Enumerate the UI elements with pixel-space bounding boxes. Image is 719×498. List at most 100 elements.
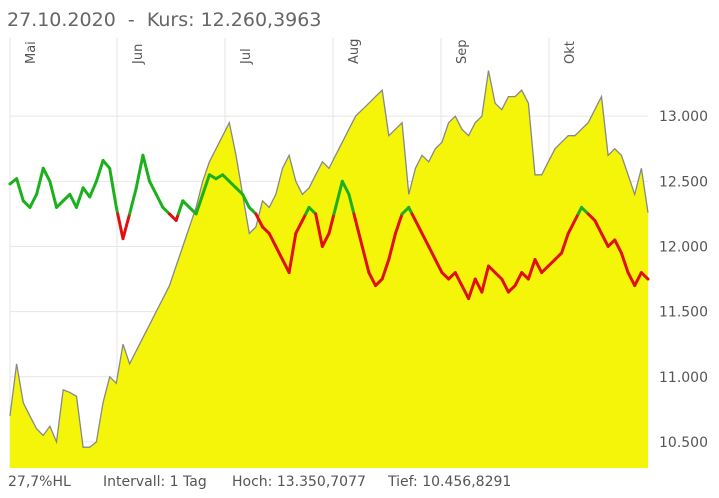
indicator-segment-down: [367, 271, 378, 288]
indicator-segment-up: [347, 192, 356, 216]
indicator-segment-down: [586, 212, 597, 222]
indicator-segment-down: [116, 212, 125, 241]
indicator-segment-up: [194, 192, 205, 216]
x-tick-label: Mai: [24, 41, 39, 64]
header-separator: -: [127, 9, 135, 31]
indicator-segment-down: [560, 231, 570, 255]
indicator-segment-up: [340, 179, 351, 196]
indicator-segment-up: [241, 192, 251, 209]
indicator-segment-down: [121, 212, 132, 241]
indicator-segment-up: [181, 199, 191, 209]
indicator-segment-down: [360, 244, 371, 275]
kurs-label: Kurs:: [146, 9, 195, 31]
indicator-segment-down: [354, 218, 364, 248]
indicator-segment-down: [393, 212, 404, 235]
indicator-segment-down: [599, 231, 610, 248]
y-tick-label: 11.000: [659, 370, 708, 386]
indicator-segment-down: [546, 258, 557, 268]
indicator-segment-up: [141, 153, 152, 183]
indicator-segment-up: [176, 199, 185, 216]
indicator-segment-down: [267, 231, 278, 248]
indicator-segment-up: [161, 205, 171, 216]
x-tick-label: Sep: [455, 39, 470, 64]
low-label: Tief: 10.456,8291: [388, 474, 512, 490]
indicator-segment-down: [287, 231, 298, 275]
indicator-segment-down: [261, 225, 271, 235]
indicator-segment-down: [639, 271, 650, 281]
indicator-segment-down: [513, 271, 524, 288]
indicator-segment-down: [254, 212, 265, 229]
indicator-segment-down: [633, 271, 643, 288]
indicator-segment-down: [274, 244, 284, 262]
x-axis: Mai Jun Jul Aug Sep Okt: [24, 39, 578, 65]
high-label: Hoch: 13.350,7077: [232, 474, 366, 490]
indicator-segment-down: [526, 258, 537, 281]
indicator-segment-down: [453, 271, 464, 288]
indicator-segment-up: [221, 173, 231, 183]
y-tick-label: 11.500: [659, 305, 708, 321]
indicator-segment-down: [493, 271, 504, 281]
indicator-segment-down: [613, 238, 623, 255]
y-tick-label: 10.500: [659, 435, 708, 451]
indicator-segment-down: [314, 212, 324, 248]
price-area: [10, 70, 648, 468]
indicator-segment-up: [74, 186, 85, 209]
indicator-segment-down: [540, 264, 550, 275]
date-label: 27.10.2020: [7, 9, 116, 31]
indicator-segment-down: [374, 277, 384, 288]
indicator-segment-up: [68, 192, 78, 209]
indicator-segment-down: [294, 218, 304, 235]
indicator-segment-down: [626, 271, 637, 288]
indicator-segment-down: [533, 258, 544, 275]
y-tick-label: 12.500: [659, 174, 708, 190]
indicator-segment-up: [94, 158, 105, 183]
x-tick-label: Okt: [563, 41, 578, 64]
x-tick-label: Jun: [131, 44, 146, 65]
indicator-segment-up: [227, 179, 238, 190]
indicator-segment-down: [460, 284, 471, 301]
indicator-label: 27,7%HL: [8, 474, 71, 490]
indicator-segment-up: [334, 179, 344, 209]
y-tick-label: 13.000: [659, 109, 708, 125]
indicator-segment-up: [128, 186, 138, 216]
indicator-segment-down: [440, 271, 451, 281]
indicator-segment-down: [487, 264, 497, 275]
x-tick-label: Jul: [239, 48, 254, 65]
indicator-segment-up: [108, 166, 118, 209]
indicator-segment-down: [467, 277, 477, 301]
indicator-segment-up: [201, 173, 211, 196]
indicator-segment-up: [28, 192, 39, 209]
indicator-segment-down: [413, 218, 424, 235]
indicator-segment-up: [55, 199, 65, 209]
indicator-segment-up: [101, 158, 112, 170]
indicator-segment-down: [320, 231, 331, 248]
kurs-value: 12.260,3963: [200, 9, 322, 31]
indicator-segment-down: [433, 258, 444, 275]
indicator-segment-up: [81, 186, 92, 199]
indicator-segment-up: [134, 153, 145, 190]
y-axis: 13.000 12.500 12.000 11.500 11.000 10.500: [659, 109, 708, 451]
indicator-segment-up: [307, 205, 318, 216]
indicator-segment-down: [480, 264, 490, 294]
indicator-segment-down: [593, 218, 603, 235]
indicator-segment-up: [580, 205, 590, 216]
indicator-segment-down: [327, 212, 336, 235]
indicator-segment-up: [41, 166, 52, 183]
indicator-segment-down: [420, 231, 431, 248]
price-line: [9, 70, 649, 448]
indicator-segment-up: [88, 179, 98, 199]
indicator-segment-down: [619, 251, 630, 275]
indicator-segment-down: [473, 277, 484, 294]
indicator-segment-down: [553, 251, 564, 262]
indicator-segment-down: [566, 218, 577, 235]
indicator-segment-up: [148, 179, 158, 196]
x-tick-label: Aug: [347, 39, 362, 64]
indicator-segment-down: [380, 258, 391, 281]
indicator-segment-up: [247, 205, 258, 216]
indicator-segment-down: [506, 284, 517, 294]
indicator-segment-down: [500, 277, 510, 294]
indicator-segment-up: [234, 186, 245, 196]
indicator-segment-down: [387, 231, 397, 262]
indicator-segment-up: [15, 177, 25, 203]
